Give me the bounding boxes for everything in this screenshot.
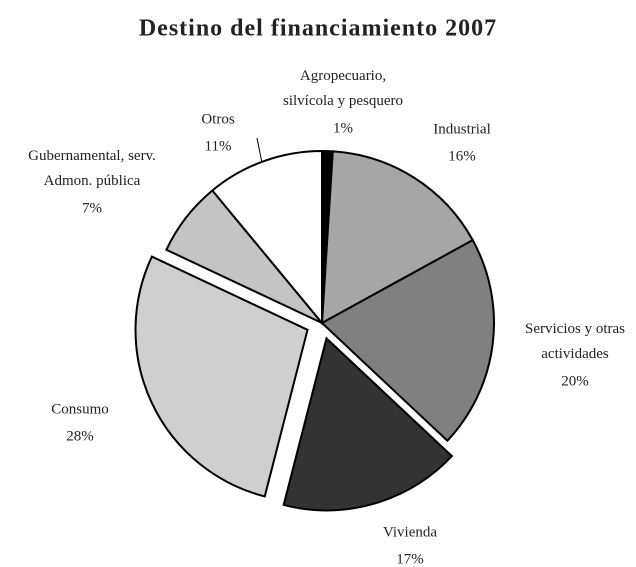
slice-label: Vivienda [383,524,437,540]
pie-slice [210,149,323,326]
leader-line [256,137,263,164]
value-label: 7% [82,200,102,216]
slice-label: Agropecuario, silvícola y pesquero [283,68,403,109]
value-label: 17% [396,551,424,567]
pie-slice [282,336,454,512]
slice-label: Servicios y otras actividades [525,321,625,362]
value-label: 16% [448,148,476,164]
pie-slice [320,238,495,443]
chart-title: Destino del financiamiento 2007 [139,16,497,42]
slice-label: Consumo [51,401,109,417]
value-label: 11% [205,138,232,154]
value-label: 28% [66,428,94,444]
value-label: 1% [333,120,353,136]
pie-slice [134,255,309,498]
pie-slice [320,150,475,325]
slice-label: Gubernamental, serv. Admon. pública [28,148,156,189]
slice-label: Otros [201,111,234,127]
value-label: 20% [561,373,589,389]
slice-label: Industrial [433,121,491,137]
